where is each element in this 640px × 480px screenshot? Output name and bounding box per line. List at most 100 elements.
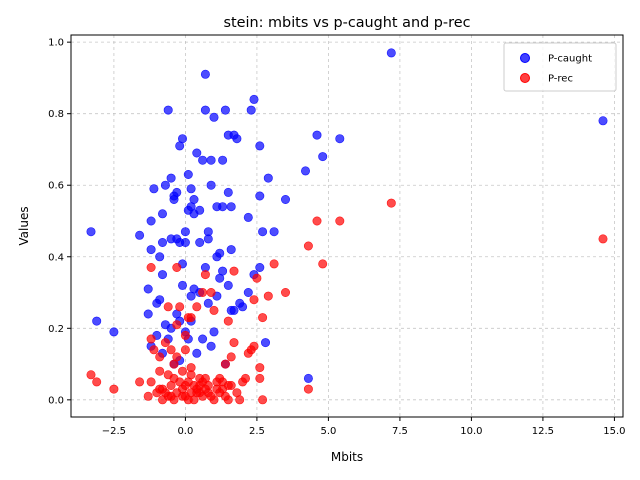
point-p-rec (135, 377, 145, 387)
point-p-rec (146, 262, 156, 272)
legend-label-p-rec: P-rec (548, 74, 573, 85)
point-p-rec (109, 384, 119, 394)
point-p-caught (238, 302, 248, 312)
point-p-caught (92, 316, 102, 326)
point-p-rec (220, 359, 230, 369)
x-tick-label: 0.0 (177, 426, 193, 437)
point-p-caught (246, 105, 256, 115)
point-p-rec (160, 338, 170, 348)
point-p-rec (258, 313, 268, 323)
point-p-caught (200, 69, 210, 79)
point-p-caught (149, 184, 159, 194)
point-p-rec (206, 391, 216, 401)
x-tick-label: 10.0 (460, 426, 482, 437)
point-p-caught (209, 112, 219, 122)
legend-label-p-caught: P-caught (548, 54, 592, 65)
point-p-caught (229, 305, 239, 315)
point-p-rec (303, 241, 313, 251)
y-tick-label: 0.4 (48, 252, 64, 263)
point-p-rec (303, 384, 313, 394)
legend-box (503, 42, 617, 92)
point-p-rec (192, 302, 202, 312)
point-p-caught (155, 295, 165, 305)
point-p-caught (312, 130, 322, 140)
point-p-rec (280, 287, 290, 297)
point-p-caught (232, 134, 242, 144)
point-p-caught (335, 134, 345, 144)
point-p-rec (149, 345, 159, 355)
point-p-caught (243, 287, 253, 297)
point-p-rec (180, 330, 190, 340)
y-tick-label: 0.8 (48, 109, 64, 120)
point-p-caught (143, 309, 153, 319)
point-p-caught (203, 298, 213, 308)
point-p-rec (263, 291, 273, 301)
point-p-rec (255, 363, 265, 373)
point-p-rec (255, 373, 265, 383)
point-p-caught (172, 187, 182, 197)
point-p-caught (200, 105, 210, 115)
point-p-caught (198, 155, 208, 165)
point-p-caught (263, 173, 273, 183)
point-p-rec (598, 234, 608, 244)
point-p-caught (209, 327, 219, 337)
point-p-caught (146, 245, 156, 255)
point-p-caught (269, 227, 279, 237)
point-p-caught (206, 341, 216, 351)
point-p-rec (163, 302, 173, 312)
point-p-caught (186, 184, 196, 194)
point-p-rec (175, 302, 185, 312)
point-p-caught (260, 338, 270, 348)
point-p-caught (178, 280, 188, 290)
point-p-rec (223, 380, 233, 390)
point-p-rec (252, 273, 262, 283)
point-p-rec (186, 370, 196, 380)
x-tick-label: 2.5 (249, 426, 265, 437)
point-p-caught (223, 187, 233, 197)
point-p-caught (143, 284, 153, 294)
point-p-caught (180, 238, 190, 248)
point-p-caught (195, 205, 205, 215)
point-p-caught (255, 141, 265, 151)
x-tick-label: 15.0 (603, 426, 625, 437)
point-p-caught (303, 373, 313, 383)
point-p-caught (206, 155, 216, 165)
point-p-rec (155, 366, 165, 376)
point-p-rec (243, 348, 253, 358)
point-p-caught (183, 170, 193, 180)
point-p-rec (220, 391, 230, 401)
point-p-rec (180, 345, 190, 355)
point-p-caught (86, 227, 96, 237)
point-p-rec (198, 287, 208, 297)
data-points (86, 48, 608, 405)
point-p-rec (92, 377, 102, 387)
point-p-caught (158, 209, 168, 219)
y-tick-label: 1.0 (48, 38, 64, 49)
point-p-caught (280, 195, 290, 205)
point-p-rec (146, 334, 156, 344)
point-p-rec (312, 216, 322, 226)
point-p-rec (223, 316, 233, 326)
legend-marker-p-rec (520, 73, 530, 83)
point-p-rec (226, 352, 236, 362)
x-tick-label: −2.5 (102, 426, 126, 437)
point-p-caught (255, 191, 265, 201)
point-p-caught (318, 152, 328, 162)
point-p-rec (172, 262, 182, 272)
point-p-caught (206, 180, 216, 190)
point-p-rec (318, 259, 328, 269)
point-p-caught (160, 180, 170, 190)
point-p-caught (163, 105, 173, 115)
point-p-caught (249, 94, 259, 104)
point-p-rec (258, 395, 268, 405)
point-p-caught (258, 227, 268, 237)
chart-title: stein: mbits vs p-caught and p-rec (224, 15, 471, 31)
point-p-caught (226, 202, 236, 212)
y-axis-ticks: 0.0 0.2 0.4 0.6 0.8 1.0 (48, 38, 71, 406)
point-p-rec (232, 388, 242, 398)
y-tick-label: 0.0 (48, 395, 64, 406)
point-p-caught (300, 166, 310, 176)
x-axis-ticks: −2.5 0.0 2.5 5.0 7.5 10.0 12.5 15.0 (102, 417, 626, 437)
x-axis-label: Mbits (331, 450, 363, 464)
